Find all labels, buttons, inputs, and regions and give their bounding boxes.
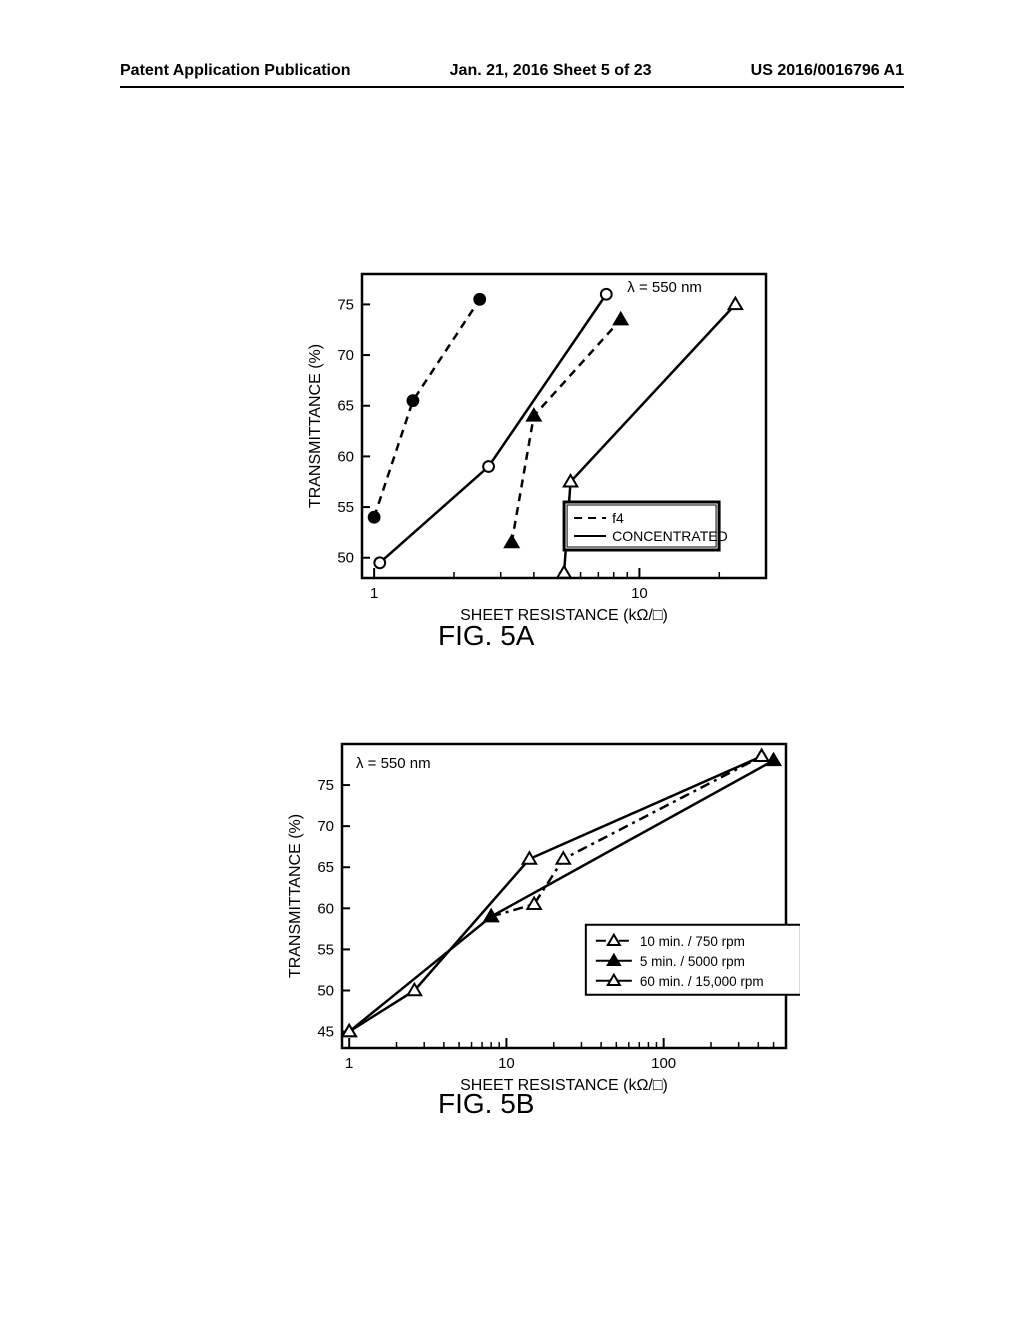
svg-text:55: 55 xyxy=(317,941,334,958)
svg-text:60: 60 xyxy=(317,900,334,917)
chart-5b-svg: 45505560657075110100SHEET RESISTANCE (kΩ… xyxy=(260,730,800,1110)
svg-text:50: 50 xyxy=(317,982,334,999)
svg-text:70: 70 xyxy=(337,347,354,364)
svg-text:1: 1 xyxy=(370,585,378,602)
page-header: Patent Application Publication Jan. 21, … xyxy=(0,62,1024,80)
svg-text:λ = 550 nm: λ = 550 nm xyxy=(356,755,431,772)
svg-text:60: 60 xyxy=(337,448,354,465)
svg-text:100: 100 xyxy=(651,1055,676,1072)
svg-text:55: 55 xyxy=(337,499,354,516)
svg-text:TRANSMITTANCE (%): TRANSMITTANCE (%) xyxy=(307,344,324,508)
svg-text:60 min. / 15,000 rpm: 60 min. / 15,000 rpm xyxy=(640,974,764,989)
svg-text:70: 70 xyxy=(317,818,334,835)
svg-text:10 min. / 750 rpm: 10 min. / 750 rpm xyxy=(640,934,745,949)
svg-text:65: 65 xyxy=(337,398,354,415)
header-center: Jan. 21, 2016 Sheet 5 of 23 xyxy=(450,62,652,80)
svg-text:CONCENTRATED: CONCENTRATED xyxy=(612,528,728,544)
svg-text:10: 10 xyxy=(631,585,648,602)
chart-5b: 45505560657075110100SHEET RESISTANCE (kΩ… xyxy=(260,730,800,1110)
svg-text:TRANSMITTANCE (%): TRANSMITTANCE (%) xyxy=(287,814,304,978)
svg-text:50: 50 xyxy=(337,550,354,567)
fig-5b-label: FIG. 5B xyxy=(438,1088,534,1120)
svg-text:λ = 550 nm: λ = 550 nm xyxy=(627,279,702,296)
header-rule xyxy=(120,86,904,88)
header-left: Patent Application Publication xyxy=(120,62,351,80)
svg-text:75: 75 xyxy=(337,296,354,313)
svg-text:10: 10 xyxy=(498,1055,515,1072)
svg-text:f4: f4 xyxy=(612,510,624,526)
fig-5a-label: FIG. 5A xyxy=(438,620,534,652)
svg-text:65: 65 xyxy=(317,859,334,876)
chart-5a: 505560657075110SHEET RESISTANCE (kΩ/□)TR… xyxy=(280,260,780,640)
svg-text:1: 1 xyxy=(345,1055,353,1072)
chart-5a-svg: 505560657075110SHEET RESISTANCE (kΩ/□)TR… xyxy=(280,260,780,640)
svg-text:45: 45 xyxy=(317,1024,334,1041)
svg-text:75: 75 xyxy=(317,777,334,794)
svg-text:5 min. / 5000 rpm: 5 min. / 5000 rpm xyxy=(640,954,745,969)
header-right: US 2016/0016796 A1 xyxy=(751,62,904,80)
